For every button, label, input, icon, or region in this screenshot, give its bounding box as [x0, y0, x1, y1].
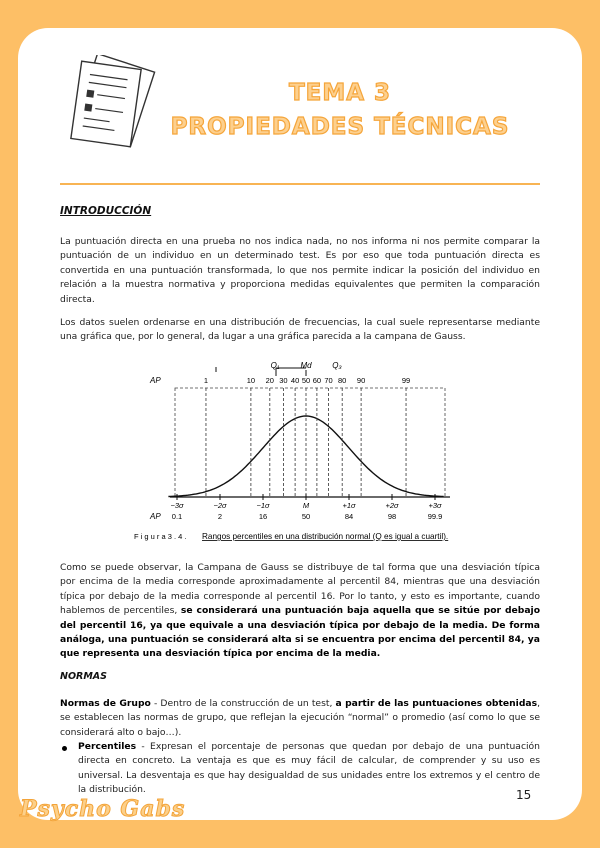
paragraph: La puntuación directa en una prueba no n… [60, 236, 540, 305]
frame [174, 387, 446, 498]
section-heading: NORMAS [60, 671, 107, 682]
bottom-percentile: 50 [302, 512, 310, 521]
emphasis: Percentiles [78, 741, 137, 752]
caption: Rangos percentiles en una distribución n… [202, 532, 448, 541]
bottom-percentile: 99.9 [428, 512, 443, 521]
sigma-label: M [303, 501, 310, 510]
bottom-percentile: 2 [218, 512, 222, 521]
normal-curve-figure: AP AP Q₁ Md Q₃ F i g u r a 3 . 4 . Rango… [134, 361, 450, 541]
footer-brand: Psycho Gabs [19, 796, 186, 823]
paragraph: Los datos suelen ordenarse en una distri… [60, 317, 540, 343]
title-line: PROPIEDADES TÉCNICAS [170, 113, 510, 140]
emphasis: se considerará una puntuación baja aquel… [60, 605, 541, 660]
sigma-label: −1σ [256, 501, 270, 510]
percentile-label: 30 [279, 376, 287, 385]
section-heading: INTRODUCCIÓN [60, 205, 151, 217]
sigma-label: +1σ [342, 501, 356, 510]
bullet-dot [62, 746, 67, 751]
heading-text: INTRODUCCIÓN [60, 205, 152, 217]
bottom-percentile: 98 [388, 512, 396, 521]
percentile-label: 70 [324, 376, 332, 385]
text: - Dentro de la construcción de un test, [150, 698, 336, 709]
text: , se establecen las normas de grupo, que… [60, 698, 540, 738]
bullet-item: Percentiles - Expresan el porcentaje de … [78, 740, 540, 798]
text: Como se puede observar, la Campana de Ga… [60, 562, 540, 617]
page-number: 15 [516, 788, 532, 802]
quartile-label: Q₁ [271, 361, 280, 370]
quartile-label: Q₃ [332, 361, 341, 370]
bottom-percentile: 0.1 [172, 512, 182, 521]
text: - Expresan el porcentaje de personas que… [78, 741, 540, 796]
document-icon [70, 55, 156, 148]
emphasis: Normas de Grupo [60, 698, 151, 709]
ap-label: AP [149, 512, 161, 521]
ap-label: AP [149, 376, 161, 385]
paragraph: Normas de Grupo - Dentro de la construcc… [60, 697, 540, 740]
bottom-percentile: 84 [345, 512, 353, 521]
percentile-label: 1 [204, 376, 208, 385]
percentile-label: 80 [338, 376, 346, 385]
divider [60, 183, 540, 185]
percentile-label: 40 [291, 376, 299, 385]
title-line: TEMA 3 [288, 79, 392, 106]
percentile-label: 50 [302, 376, 310, 385]
percentile-label: 99 [402, 376, 410, 385]
percentile-label: 60 [313, 376, 321, 385]
quartile-label: Md [300, 361, 312, 370]
sheet [18, 28, 582, 820]
percentile-label: 90 [357, 376, 365, 385]
sigma-label: −3σ [170, 501, 184, 510]
caption-number: F i g u r a 3 . 4 . [134, 532, 187, 541]
sigma-label: +3σ [428, 501, 442, 510]
bottom-percentile: 16 [259, 512, 267, 521]
percentile-label: 20 [266, 376, 274, 385]
percentile-label: 10 [247, 376, 255, 385]
sigma-label: −2σ [213, 501, 227, 510]
paragraph: Como se puede observar, la Campana de Ga… [60, 561, 540, 662]
emphasis: a partir de las puntuaciones obtenidas [335, 698, 538, 709]
sigma-label: +2σ [385, 501, 399, 510]
